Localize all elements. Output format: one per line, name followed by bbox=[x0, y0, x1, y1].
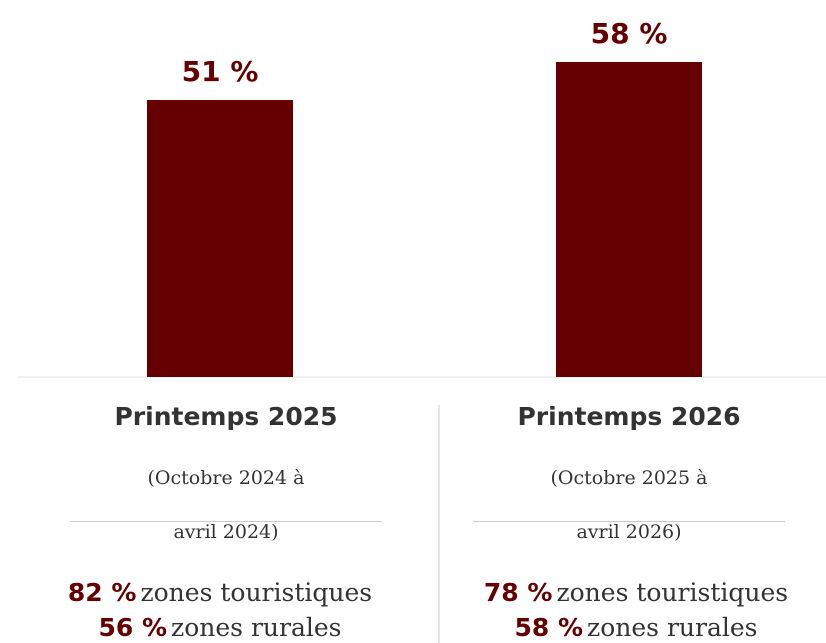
bar-value-label-1: 51 % bbox=[182, 55, 259, 88]
period-rule bbox=[70, 521, 382, 522]
stat-value: 78 % bbox=[483, 578, 553, 607]
period-rule bbox=[473, 521, 785, 522]
stat-tourist-2025: 82 % zones touristiques bbox=[20, 577, 420, 613]
period-panel-2026: Printemps 2026 (Octobre 2025 à avril 202… bbox=[473, 402, 785, 573]
period-title: Printemps 2025 bbox=[114, 402, 338, 431]
stat-label: zones touristiques bbox=[140, 578, 373, 607]
period-subtitle: (Octobre 2025 à avril 2026) bbox=[473, 438, 785, 573]
stat-label: zones rurales bbox=[587, 613, 758, 642]
period-subtitle-line: (Octobre 2024 à bbox=[147, 467, 305, 489]
stat-tourist-2026: 78 % zones touristiques bbox=[446, 577, 826, 613]
bar-1 bbox=[147, 100, 293, 377]
bar-value-label-2: 58 % bbox=[591, 17, 668, 50]
bar-2 bbox=[556, 62, 702, 377]
period-panel-2025: Printemps 2025 (Octobre 2024 à avril 202… bbox=[70, 402, 382, 573]
period-subtitle-line: avril 2024) bbox=[173, 521, 279, 543]
stat-rural-2026: 58 % zones rurales bbox=[446, 612, 826, 643]
period-title: Printemps 2026 bbox=[517, 402, 741, 431]
stat-rural-2025: 56 % zones rurales bbox=[20, 612, 420, 643]
period-subtitle-line: (Octobre 2025 à bbox=[550, 467, 708, 489]
stat-value: 58 % bbox=[514, 613, 584, 642]
period-subtitle: (Octobre 2024 à avril 2024) bbox=[70, 438, 382, 573]
stat-label: zones rurales bbox=[171, 613, 342, 642]
stat-value: 56 % bbox=[98, 613, 168, 642]
stat-label: zones touristiques bbox=[556, 578, 789, 607]
period-subtitle-line: avril 2026) bbox=[576, 521, 682, 543]
stat-value: 82 % bbox=[67, 578, 137, 607]
